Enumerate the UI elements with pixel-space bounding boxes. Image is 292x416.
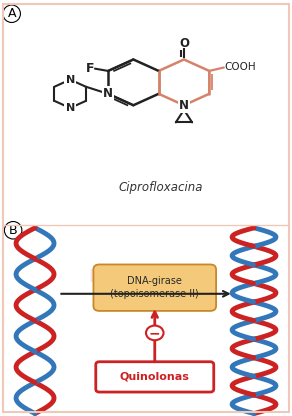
Text: O: O <box>179 37 189 50</box>
Text: N: N <box>65 103 75 113</box>
Text: Quinolonas: Quinolonas <box>120 371 190 381</box>
Text: Ciprofloxacina: Ciprofloxacina <box>118 181 203 194</box>
Circle shape <box>146 326 164 340</box>
FancyBboxPatch shape <box>96 362 214 392</box>
Text: N: N <box>103 87 113 100</box>
Text: DNA-girase
(topoisomerase II): DNA-girase (topoisomerase II) <box>110 276 199 299</box>
Text: COOH: COOH <box>224 62 256 72</box>
Text: N: N <box>179 99 189 112</box>
Text: −: − <box>149 326 161 340</box>
Text: A: A <box>7 7 16 20</box>
Text: N: N <box>65 74 75 84</box>
Text: F: F <box>86 62 94 75</box>
Text: B: B <box>9 224 18 237</box>
FancyBboxPatch shape <box>93 265 216 311</box>
Text: EL SEVIER: EL SEVIER <box>89 267 191 286</box>
